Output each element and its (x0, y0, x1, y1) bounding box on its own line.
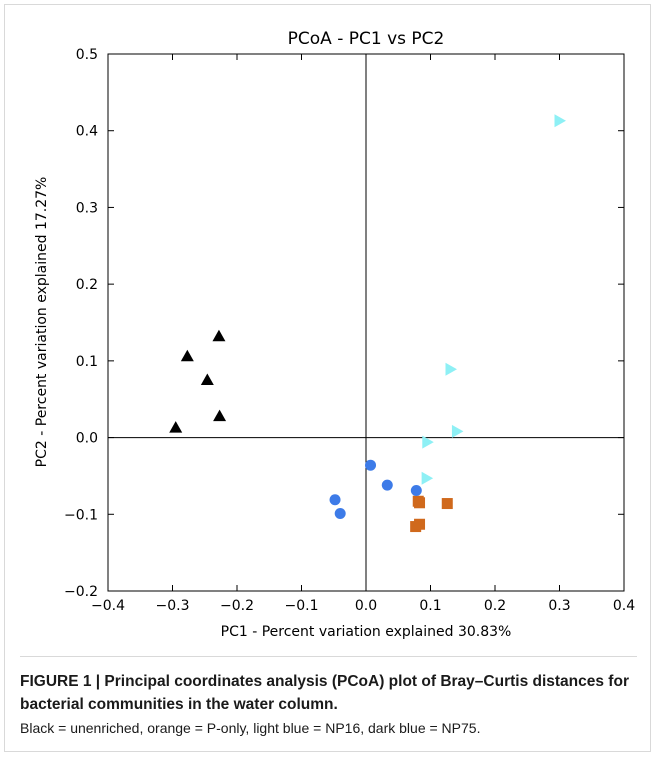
triangle-up-marker (169, 421, 183, 433)
y-tick-label: −0.1 (64, 507, 98, 523)
caption-divider (20, 656, 637, 657)
x-tick-label: 0.0 (355, 598, 377, 614)
circle-marker (410, 485, 422, 497)
y-tick-label: 0.0 (76, 431, 98, 447)
triangle-up-marker (180, 349, 194, 362)
x-tick-label: 0.3 (548, 598, 570, 614)
circle-marker (381, 479, 393, 491)
y-tick-label: 0.1 (76, 354, 98, 370)
pcoa-chart: PCoA - PC1 vs PC2 −0.4 −0.3 −0.2 −0.1 0.0 0.1… (34, 29, 635, 640)
chart-title: PCoA - PC1 vs PC2 (288, 29, 445, 49)
triangle-right-marker (445, 362, 457, 376)
y-axis-label: PC2 - Percent variation explained 17.27% (34, 177, 50, 468)
circle-marker (329, 494, 341, 506)
x-tick-label: 0.2 (484, 598, 506, 614)
triangle-right-marker (421, 471, 434, 485)
zero-lines (108, 54, 624, 591)
x-tick-label: −0.2 (220, 598, 254, 614)
y-tick-label: 0.2 (76, 277, 98, 293)
caption-title: FIGURE 1 | Principal coordinates analysi… (20, 673, 629, 713)
x-tick-label: −0.3 (156, 598, 190, 614)
x-tick-label: 0.1 (419, 598, 441, 614)
y-tick-label: −0.2 (64, 584, 98, 600)
x-tick-label: −0.1 (285, 598, 319, 614)
square-marker (414, 518, 426, 530)
x-tick-label: 0.4 (613, 598, 635, 614)
y-tick-label: 0.5 (76, 47, 98, 63)
y-tick-label: 0.4 (76, 124, 98, 140)
square-marker (441, 498, 453, 510)
circle-marker (365, 459, 377, 471)
triangle-up-marker (213, 409, 227, 422)
triangle-up-marker (212, 329, 226, 342)
triangle-up-marker (200, 373, 214, 386)
triangle-right-marker (422, 435, 434, 449)
y-tick-label: 0.3 (76, 200, 98, 216)
circle-marker (334, 508, 346, 520)
figure-caption: FIGURE 1 | Principal coordinates analysi… (20, 670, 640, 738)
triangle-right-marker (554, 114, 566, 128)
caption-body: Black = unenriched, orange = P-only, lig… (20, 720, 481, 736)
x-axis-label: PC1 - Percent variation explained 30.83% (221, 624, 512, 640)
triangle-right-marker (451, 424, 464, 438)
x-tick-label: −0.4 (91, 598, 125, 614)
axis-ticks: −0.4 −0.3 −0.2 −0.1 0.0 0.1 0.2 0.3 0.4 −0.2 −0.1 0… (64, 47, 635, 614)
square-marker (414, 497, 426, 509)
data-points (169, 114, 566, 533)
